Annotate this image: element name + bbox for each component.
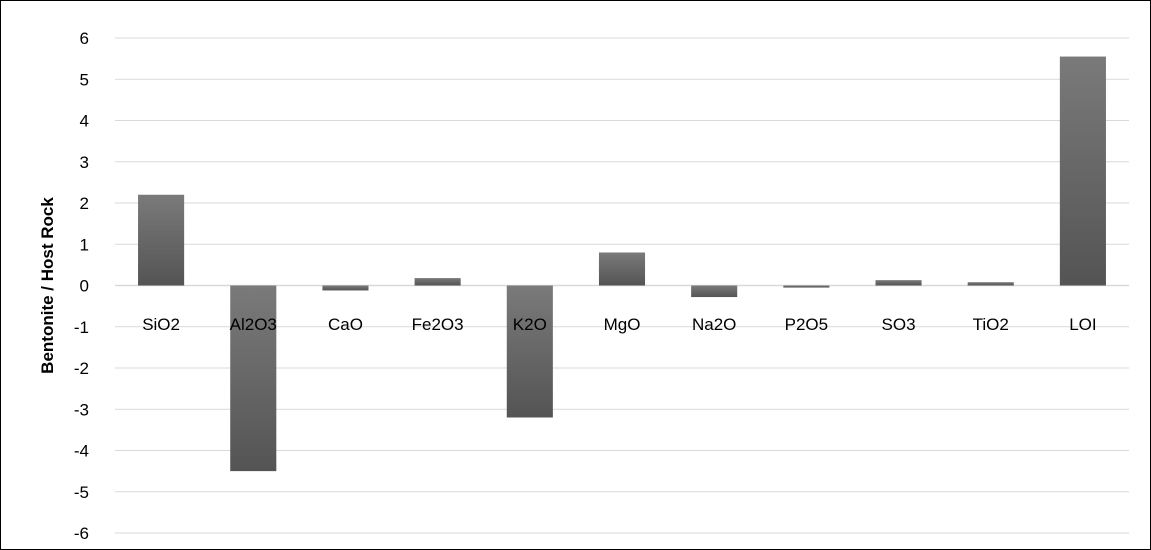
bar-so3 [875, 280, 922, 286]
y-tick-label: 2 [80, 194, 89, 213]
bar-mgo [598, 252, 646, 286]
y-tick-label: 3 [80, 153, 89, 172]
x-tick-label: MgO [604, 315, 641, 334]
bar-fe2o3 [414, 278, 461, 286]
x-tick-label: Al2O3 [230, 315, 277, 334]
x-tick-label: SiO2 [142, 315, 180, 334]
x-tick-label: CaO [328, 315, 363, 334]
y-tick-label: 6 [80, 29, 89, 48]
y-tick-label: -4 [74, 442, 89, 461]
bar-na2o [691, 285, 738, 298]
bars [138, 56, 1106, 472]
bar-p2o5 [783, 285, 830, 288]
y-tick-label: -5 [74, 483, 89, 502]
x-tick-labels: SiO2 Al2O3 CaO Fe2O3 K2O MgO Na2O P2O5 SO3 TiO2 LO… [142, 315, 1096, 334]
y-tick-labels: 6 5 4 3 2 1 0 -1 -2 -3 -4 -5 -6 [74, 29, 89, 543]
y-tick-label: 5 [80, 70, 89, 89]
y-tick-label: -1 [74, 318, 89, 337]
bar-sio2 [138, 194, 185, 286]
y-tick-label: -6 [74, 524, 89, 543]
x-tick-label: P2O5 [785, 315, 828, 334]
x-tick-label: SO3 [882, 315, 916, 334]
bar-al2o3 [230, 285, 277, 472]
gridlines [115, 37, 1129, 534]
y-axis-title: Bentonite / Host Rock [38, 197, 57, 374]
bar-k2o [506, 285, 553, 418]
x-tick-label: Fe2O3 [412, 315, 464, 334]
bar-loi [1059, 56, 1106, 286]
x-tick-label: TiO2 [973, 315, 1009, 334]
x-tick-label: Na2O [692, 315, 736, 334]
x-tick-label: LOI [1069, 315, 1096, 334]
y-tick-label: 4 [80, 112, 89, 131]
bar-cao [322, 285, 369, 291]
y-tick-label: -2 [74, 359, 89, 378]
y-tick-label: 1 [80, 235, 89, 254]
y-tick-label: 0 [80, 277, 89, 296]
x-tick-label: K2O [513, 315, 547, 334]
bar-tio2 [967, 282, 1014, 286]
y-tick-label: -3 [74, 400, 89, 419]
